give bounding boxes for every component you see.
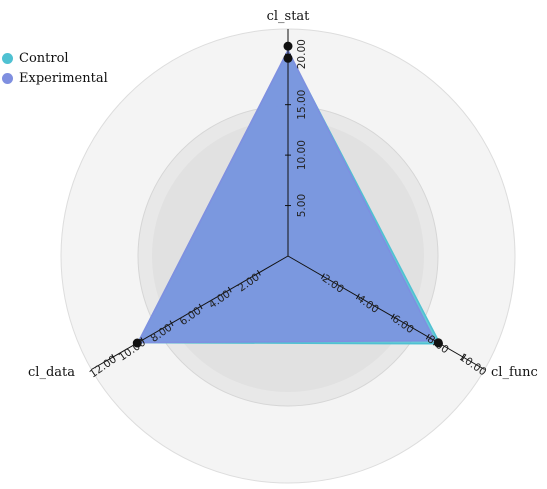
tick-mark (460, 354, 465, 360)
tick-mark (198, 303, 203, 310)
radar-axes (91, 29, 485, 370)
tick-label-cl_stat: 15.00 (296, 90, 308, 120)
legend-label-control: Control (19, 50, 69, 66)
axis-line-cl_data (91, 255, 289, 370)
legend-swatch-experimental (2, 72, 13, 84)
legend-swatch-control (2, 52, 13, 64)
series-polygons (136, 48, 442, 345)
legend-label-experimental: Experimental (19, 70, 108, 86)
axis-title-cl_stat: cl_stat (267, 9, 311, 24)
axis-line-cl_func (287, 255, 485, 370)
tick-mark (227, 286, 232, 293)
axis-title-cl_data: cl_data (28, 365, 75, 380)
tick-mark (169, 320, 174, 327)
tick-mark (140, 337, 145, 343)
tick-mark (256, 269, 261, 276)
tick-mark (111, 354, 116, 360)
axis-title-cl_func: cl_func (491, 365, 538, 380)
tick-mark (390, 313, 395, 320)
tick-label-cl_stat: 5.00 (296, 194, 308, 217)
tick-mark (425, 333, 430, 340)
data-point-marker (283, 53, 293, 63)
data-point-marker (132, 338, 142, 348)
tick-label-cl_stat: 10.00 (296, 140, 308, 170)
legend-item-experimental: Experimental (2, 68, 108, 88)
data-point-marker (433, 338, 443, 348)
tick-label-cl_stat: 20.00 (296, 39, 308, 69)
legend-item-control: Control (2, 48, 108, 68)
series-area-experimental (136, 48, 437, 344)
data-point-marker (283, 41, 293, 51)
tick-mark (355, 293, 360, 300)
tick-mark (321, 273, 325, 280)
data-markers (132, 41, 443, 348)
legend: Control Experimental (2, 48, 108, 88)
axis-titles: cl_stat cl_func cl_data (28, 9, 538, 380)
